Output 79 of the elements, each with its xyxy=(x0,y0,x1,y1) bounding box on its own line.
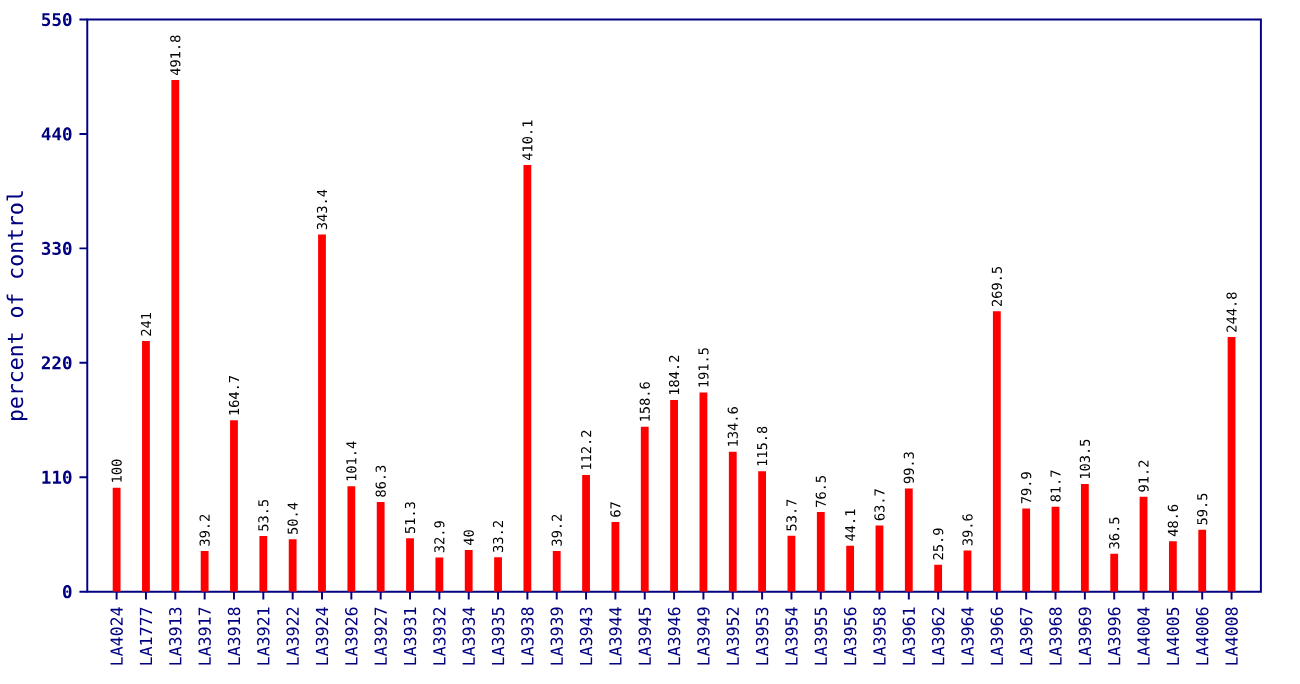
bar xyxy=(846,546,855,592)
bar xyxy=(1022,508,1031,592)
y-tick-label: 440 xyxy=(41,127,72,141)
x-tick-label: LA3932 xyxy=(433,608,446,665)
bar xyxy=(1110,553,1119,592)
x-tick-label: LA4008 xyxy=(1225,607,1238,665)
x-tick-label: LA3921 xyxy=(257,607,270,665)
bar xyxy=(347,486,356,592)
bar xyxy=(816,512,825,592)
bar xyxy=(670,400,678,592)
y-tick-label: 0 xyxy=(63,585,72,599)
x-tick-label: LA3935 xyxy=(491,607,505,665)
x-tick-label: LA3964 xyxy=(961,607,974,665)
x-tick-label: LA3946 xyxy=(667,607,681,665)
bar xyxy=(318,234,326,592)
x-tick-label: LA3969 xyxy=(1078,607,1092,665)
bar xyxy=(200,551,209,592)
x-tick-label: LA3926 xyxy=(345,607,358,665)
x-tick-label: LA3996 xyxy=(1107,607,1121,665)
bar xyxy=(464,550,473,592)
y-tick-label: 110 xyxy=(42,470,72,485)
bar xyxy=(934,565,943,592)
x-tick-label: LA3967 xyxy=(1019,607,1033,665)
bar xyxy=(376,502,385,592)
bar xyxy=(582,475,590,592)
x-tick-label: LA3958 xyxy=(873,607,886,665)
x-tick-label: LA3939 xyxy=(550,607,564,665)
x-tick-label: LA3949 xyxy=(697,607,710,665)
y-tick-label: 330 xyxy=(41,242,72,256)
bar xyxy=(112,487,121,592)
bar xyxy=(435,557,444,592)
x-tick-label: LA4005 xyxy=(1166,607,1180,665)
x-tick-label: LA3918 xyxy=(227,607,241,665)
bar xyxy=(640,426,649,592)
x-tick-label: LA3954 xyxy=(785,607,798,665)
bar xyxy=(171,80,180,592)
x-tick-label: LA3922 xyxy=(286,608,299,665)
x-tick-label: LA3924 xyxy=(315,607,329,665)
bar xyxy=(230,420,238,592)
bar xyxy=(904,488,913,592)
bar xyxy=(611,522,620,592)
x-tick-label: LA1777 xyxy=(139,607,153,665)
bar xyxy=(1168,541,1177,592)
x-tick-label: LA3966 xyxy=(990,607,1004,665)
x-tick-label: LA3943 xyxy=(579,607,593,665)
x-tick-label: LA3938 xyxy=(521,607,534,665)
x-tick-label: LA3927 xyxy=(374,607,387,665)
bar xyxy=(523,165,532,592)
bar xyxy=(552,551,561,592)
x-tick-label: LA3955 xyxy=(814,607,828,665)
bar xyxy=(259,536,268,592)
bar xyxy=(728,451,737,592)
bar xyxy=(758,471,767,592)
bar xyxy=(494,557,502,592)
x-tick-label: LA3944 xyxy=(609,607,622,665)
x-tick-label: LA4004 xyxy=(1137,607,1150,665)
bar xyxy=(1198,530,1207,592)
x-tick-label: LA4024 xyxy=(110,607,123,665)
y-tick-label: 550 xyxy=(42,13,72,27)
x-tick-label: LA3931 xyxy=(403,607,417,665)
bar xyxy=(699,392,708,592)
x-tick-label: LA3956 xyxy=(843,607,857,665)
x-tick-label: LA3968 xyxy=(1049,607,1062,665)
x-tick-label: LA3953 xyxy=(755,607,769,665)
bar xyxy=(1080,484,1089,592)
x-tick-label: LA3962 xyxy=(931,608,945,665)
bar xyxy=(142,341,150,592)
x-tick-label: LA3945 xyxy=(638,607,652,665)
x-tick-label: LA3952 xyxy=(726,608,740,665)
bar xyxy=(288,539,297,592)
x-tick-label: LA3934 xyxy=(462,607,475,665)
bar xyxy=(406,538,414,592)
y-tick-label: 220 xyxy=(41,356,72,370)
x-tick-label: LA4006 xyxy=(1195,607,1209,665)
x-tick-label: LA3917 xyxy=(198,607,211,665)
bar xyxy=(992,311,1001,592)
x-tick-label: LA3913 xyxy=(169,607,182,665)
x-tick-label: LA3961 xyxy=(902,607,916,665)
y-axis-title: percent of control xyxy=(6,191,28,421)
